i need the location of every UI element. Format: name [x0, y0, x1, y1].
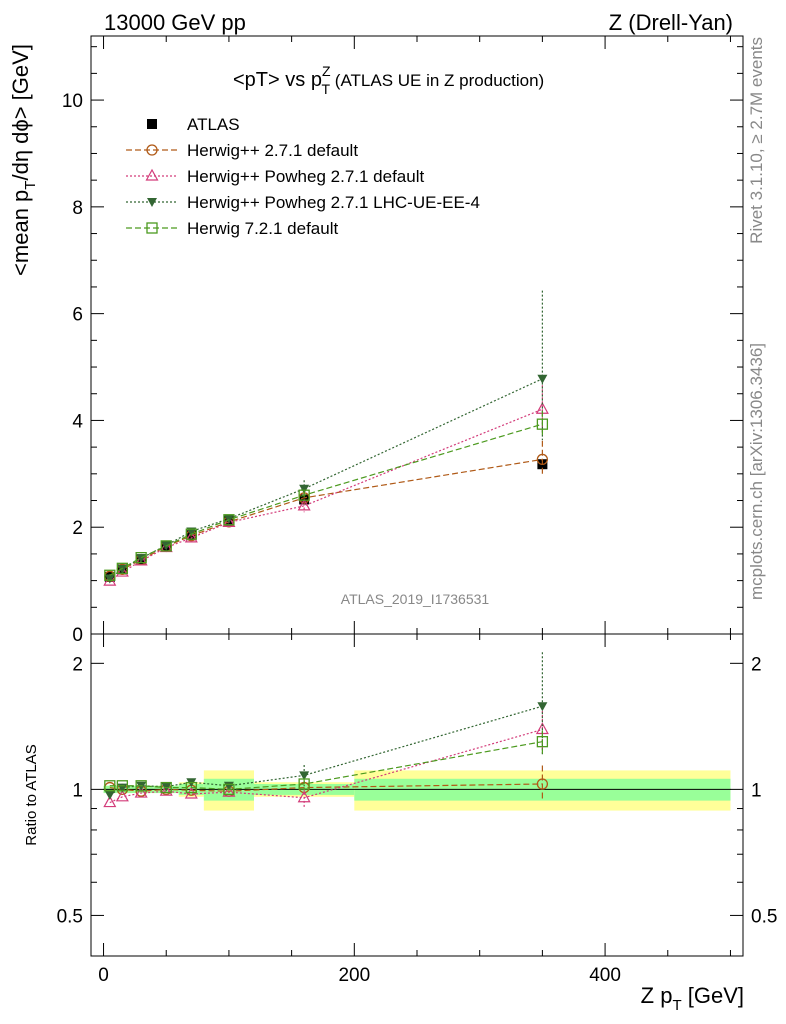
ratio-data-point — [134, 785, 148, 798]
header-left: 13000 GeV pp — [104, 10, 246, 35]
ratio-y-tick-label-left: 2 — [72, 654, 83, 675]
ratio-data-point — [135, 780, 147, 792]
legend: ATLAS Herwig++ 2.7.1 default Herwig++ Powh… — [126, 115, 480, 238]
series-line — [109, 458, 543, 577]
data-point — [223, 514, 235, 526]
legend-label: ATLAS — [187, 115, 240, 134]
data-point — [536, 453, 549, 466]
x-tick-label: 400 — [589, 965, 621, 986]
rivet-label: Rivet 3.1.10, ≥ 2.7M events — [747, 37, 766, 244]
data-point — [116, 562, 128, 574]
y-tick-label: 10 — [62, 91, 83, 112]
y-tick-label: 6 — [72, 305, 83, 326]
legend-entry-1: Herwig++ 2.7.1 default — [126, 141, 358, 160]
x-tick-label: 0 — [98, 965, 109, 986]
x-axis-label: Z pT [GeV] — [641, 983, 744, 1014]
series-line — [109, 378, 543, 579]
data-point — [299, 484, 310, 494]
series-2 — [103, 385, 549, 586]
plot-title: <pT> vs pZ T (ATLAS UE in Z production) — [233, 63, 544, 97]
data-point — [537, 374, 548, 384]
ratio-data-point — [536, 778, 549, 790]
ratio-series-line — [109, 741, 543, 790]
ratio-y-tick-label-left: 0.5 — [57, 906, 83, 927]
ratio-data-point — [536, 736, 549, 748]
data-point — [160, 540, 172, 552]
legend-label: Herwig++ Powheg 2.7.1 LHC-UE-EE-4 — [187, 193, 480, 212]
ratio-series-4 — [104, 730, 549, 796]
ratio-data-point — [299, 771, 310, 781]
data-point — [298, 489, 310, 501]
analysis-id: ATLAS_2019_I1736531 — [341, 591, 490, 607]
y-tick-label: 4 — [72, 411, 83, 432]
ratio-series-line — [109, 783, 543, 792]
y-tick-label: 2 — [72, 518, 83, 539]
series-4 — [104, 410, 549, 581]
data-point — [135, 551, 147, 564]
legend-label: Herwig++ 2.7.1 default — [187, 141, 358, 160]
legend-marker — [146, 144, 158, 156]
ratio-series-line — [109, 705, 543, 796]
ratio-data-point — [104, 780, 116, 792]
ratio-plot-panel: 0.5 0.5 1 1 2 2 0 200 400 — [57, 633, 777, 986]
ratio-data-point — [298, 778, 310, 790]
ratio-data-point — [115, 789, 129, 802]
data-point — [104, 569, 116, 581]
ratio-data-point — [103, 795, 117, 808]
legend-entry-0: ATLAS — [147, 115, 240, 134]
ratio-y-tick-label-right: 0.5 — [751, 906, 777, 927]
series-line — [109, 423, 543, 576]
series-0 — [104, 459, 548, 582]
ratio-y-tick-label-left: 1 — [72, 780, 83, 801]
x-tick-label: 200 — [338, 965, 370, 986]
ratio-data-point — [159, 783, 173, 796]
data-point — [184, 530, 198, 543]
data-point — [185, 528, 197, 540]
legend-label: Herwig++ Powheg 2.7.1 default — [187, 167, 424, 186]
y-axis-label-top: <mean pT/dη dϕ> [GeV] — [8, 44, 39, 276]
legend-marker — [146, 222, 158, 234]
ratio-y-tick-label-right: 1 — [751, 780, 762, 801]
ratio-y-tick-label-right: 2 — [751, 654, 762, 675]
legend-label: Herwig 7.2.1 default — [187, 219, 338, 238]
ratio-data-point — [297, 790, 311, 803]
ratio-data-point — [222, 784, 236, 797]
legend-marker — [147, 198, 157, 207]
mcplots-label: mcplots.cern.ch [arXiv:1306.3436] — [747, 343, 766, 600]
series-line — [109, 408, 543, 582]
legend-entry-3: Herwig++ Powheg 2.7.1 LHC-UE-EE-4 — [126, 193, 480, 212]
y-tick-label: 0 — [72, 625, 83, 646]
ratio-data-point — [537, 702, 548, 712]
series-1 — [104, 440, 549, 582]
ratio-data-point — [185, 781, 197, 794]
data-point — [104, 574, 115, 584]
ratio-data-point — [160, 781, 172, 794]
data-point — [117, 564, 128, 574]
legend-marker — [145, 168, 159, 181]
y-tick-label: 8 — [72, 198, 83, 219]
ratio-data-point — [104, 790, 115, 800]
y-axis-label-ratio: Ratio to ATLAS — [23, 744, 40, 845]
header-right: Z (Drell-Yan) — [609, 10, 733, 35]
ratio-data-point — [223, 783, 235, 796]
data-point — [297, 498, 311, 511]
legend-entry-4: Herwig 7.2.1 default — [126, 219, 338, 238]
data-point — [536, 418, 549, 430]
legend-marker — [147, 119, 157, 129]
legend-entry-2: Herwig++ Powheg 2.7.1 default — [126, 167, 424, 186]
ratio-data-point — [116, 780, 128, 792]
main-plot-panel: 0 2 4 6 8 10 <pT> vs pZ T (ATLAS UE in Z produ… — [62, 35, 744, 646]
series-3 — [104, 290, 548, 584]
